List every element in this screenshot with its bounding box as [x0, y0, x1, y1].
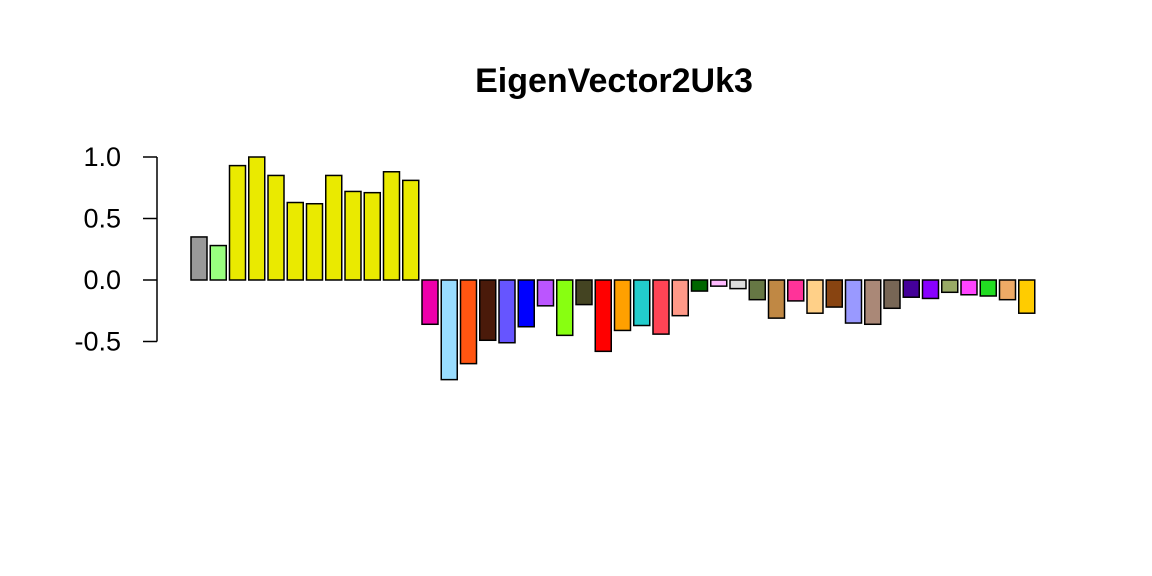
bar-5	[267, 174, 285, 281]
bar-10	[363, 191, 381, 281]
bar-29	[729, 279, 747, 290]
bar-38	[902, 279, 920, 298]
bar-37	[883, 279, 901, 310]
chart-title: EigenVector2Uk3	[475, 62, 753, 100]
bar-27	[690, 279, 709, 292]
bar-42	[979, 279, 997, 297]
bar-12	[402, 179, 420, 281]
bar-11	[382, 171, 401, 281]
bar-7	[305, 202, 324, 281]
bar-3	[228, 164, 247, 281]
bars-group	[190, 156, 1036, 381]
bar-43	[998, 279, 1017, 301]
bar-16	[479, 279, 497, 342]
bar-1	[190, 236, 208, 281]
bar-33	[806, 279, 824, 314]
y-tick-label: 0.0	[83, 265, 121, 295]
bar-14	[440, 279, 458, 381]
bar-4	[248, 156, 266, 281]
y-tick-label: 1.0	[83, 142, 121, 172]
bar-35	[844, 279, 863, 324]
bar-22	[594, 279, 612, 353]
bar-28	[710, 279, 728, 287]
bar-26	[671, 279, 689, 317]
bar-18	[517, 279, 535, 328]
y-axis: 1.0 0.5 0.0 -0.5	[74, 142, 158, 357]
bar-30	[748, 279, 766, 301]
bar-21	[575, 279, 593, 306]
bar-23	[613, 279, 632, 332]
bar-41	[960, 279, 978, 296]
bar-25	[652, 279, 670, 335]
bar-40	[941, 279, 959, 294]
y-tick-label: 0.5	[83, 204, 121, 234]
bar-9	[344, 190, 362, 281]
bar-6	[286, 201, 304, 281]
bar-32	[787, 279, 805, 302]
bar-2	[209, 244, 227, 281]
bar-44	[1018, 279, 1036, 314]
bar-24	[633, 279, 651, 327]
bar-17	[498, 279, 516, 344]
bar-8	[325, 174, 343, 281]
bar-31	[767, 279, 786, 319]
bar-20	[556, 279, 574, 337]
bar-36	[864, 279, 882, 326]
bar-39	[921, 279, 940, 300]
bar-13	[421, 279, 439, 326]
bar-34	[825, 279, 843, 308]
bar-19	[536, 279, 555, 307]
bar-15	[459, 279, 478, 365]
y-tick-label: -0.5	[74, 327, 121, 357]
